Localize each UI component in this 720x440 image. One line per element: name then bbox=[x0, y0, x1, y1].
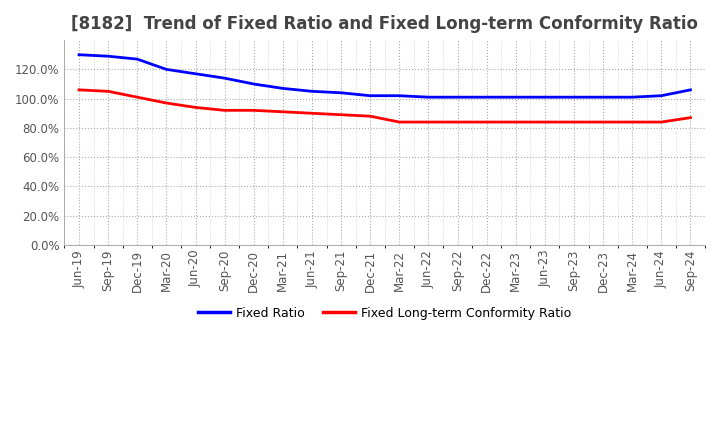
Fixed Long-term Conformity Ratio bbox=[599, 119, 608, 125]
Line: Fixed Ratio: Fixed Ratio bbox=[79, 55, 690, 97]
Fixed Long-term Conformity Ratio bbox=[162, 100, 171, 106]
Title: [8182]  Trend of Fixed Ratio and Fixed Long-term Conformity Ratio: [8182] Trend of Fixed Ratio and Fixed Lo… bbox=[71, 15, 698, 33]
Fixed Ratio bbox=[453, 95, 462, 100]
Fixed Long-term Conformity Ratio bbox=[541, 119, 549, 125]
Legend: Fixed Ratio, Fixed Long-term Conformity Ratio: Fixed Ratio, Fixed Long-term Conformity … bbox=[194, 302, 576, 325]
Fixed Ratio bbox=[511, 95, 520, 100]
Fixed Ratio bbox=[75, 52, 84, 57]
Fixed Ratio bbox=[424, 95, 433, 100]
Fixed Long-term Conformity Ratio bbox=[192, 105, 200, 110]
Fixed Ratio bbox=[657, 93, 666, 99]
Fixed Long-term Conformity Ratio bbox=[686, 115, 695, 120]
Fixed Long-term Conformity Ratio bbox=[104, 89, 112, 94]
Fixed Ratio bbox=[686, 87, 695, 92]
Fixed Long-term Conformity Ratio bbox=[75, 87, 84, 92]
Fixed Long-term Conformity Ratio bbox=[511, 119, 520, 125]
Fixed Ratio bbox=[133, 56, 142, 62]
Fixed Long-term Conformity Ratio bbox=[570, 119, 578, 125]
Fixed Ratio bbox=[162, 67, 171, 72]
Fixed Long-term Conformity Ratio bbox=[337, 112, 346, 117]
Fixed Ratio bbox=[366, 93, 374, 99]
Fixed Long-term Conformity Ratio bbox=[133, 95, 142, 100]
Fixed Ratio bbox=[570, 95, 578, 100]
Fixed Ratio bbox=[599, 95, 608, 100]
Fixed Long-term Conformity Ratio bbox=[395, 119, 404, 125]
Fixed Ratio bbox=[220, 76, 229, 81]
Fixed Ratio bbox=[192, 71, 200, 77]
Fixed Long-term Conformity Ratio bbox=[657, 119, 666, 125]
Fixed Long-term Conformity Ratio bbox=[453, 119, 462, 125]
Fixed Ratio bbox=[307, 89, 316, 94]
Fixed Long-term Conformity Ratio bbox=[482, 119, 491, 125]
Fixed Ratio bbox=[541, 95, 549, 100]
Fixed Long-term Conformity Ratio bbox=[307, 110, 316, 116]
Fixed Ratio bbox=[104, 54, 112, 59]
Fixed Long-term Conformity Ratio bbox=[279, 109, 287, 114]
Line: Fixed Long-term Conformity Ratio: Fixed Long-term Conformity Ratio bbox=[79, 90, 690, 122]
Fixed Long-term Conformity Ratio bbox=[628, 119, 636, 125]
Fixed Ratio bbox=[249, 81, 258, 87]
Fixed Long-term Conformity Ratio bbox=[249, 108, 258, 113]
Fixed Ratio bbox=[337, 90, 346, 95]
Fixed Long-term Conformity Ratio bbox=[424, 119, 433, 125]
Fixed Ratio bbox=[395, 93, 404, 99]
Fixed Ratio bbox=[279, 86, 287, 91]
Fixed Ratio bbox=[482, 95, 491, 100]
Fixed Long-term Conformity Ratio bbox=[220, 108, 229, 113]
Fixed Long-term Conformity Ratio bbox=[366, 114, 374, 119]
Fixed Ratio bbox=[628, 95, 636, 100]
